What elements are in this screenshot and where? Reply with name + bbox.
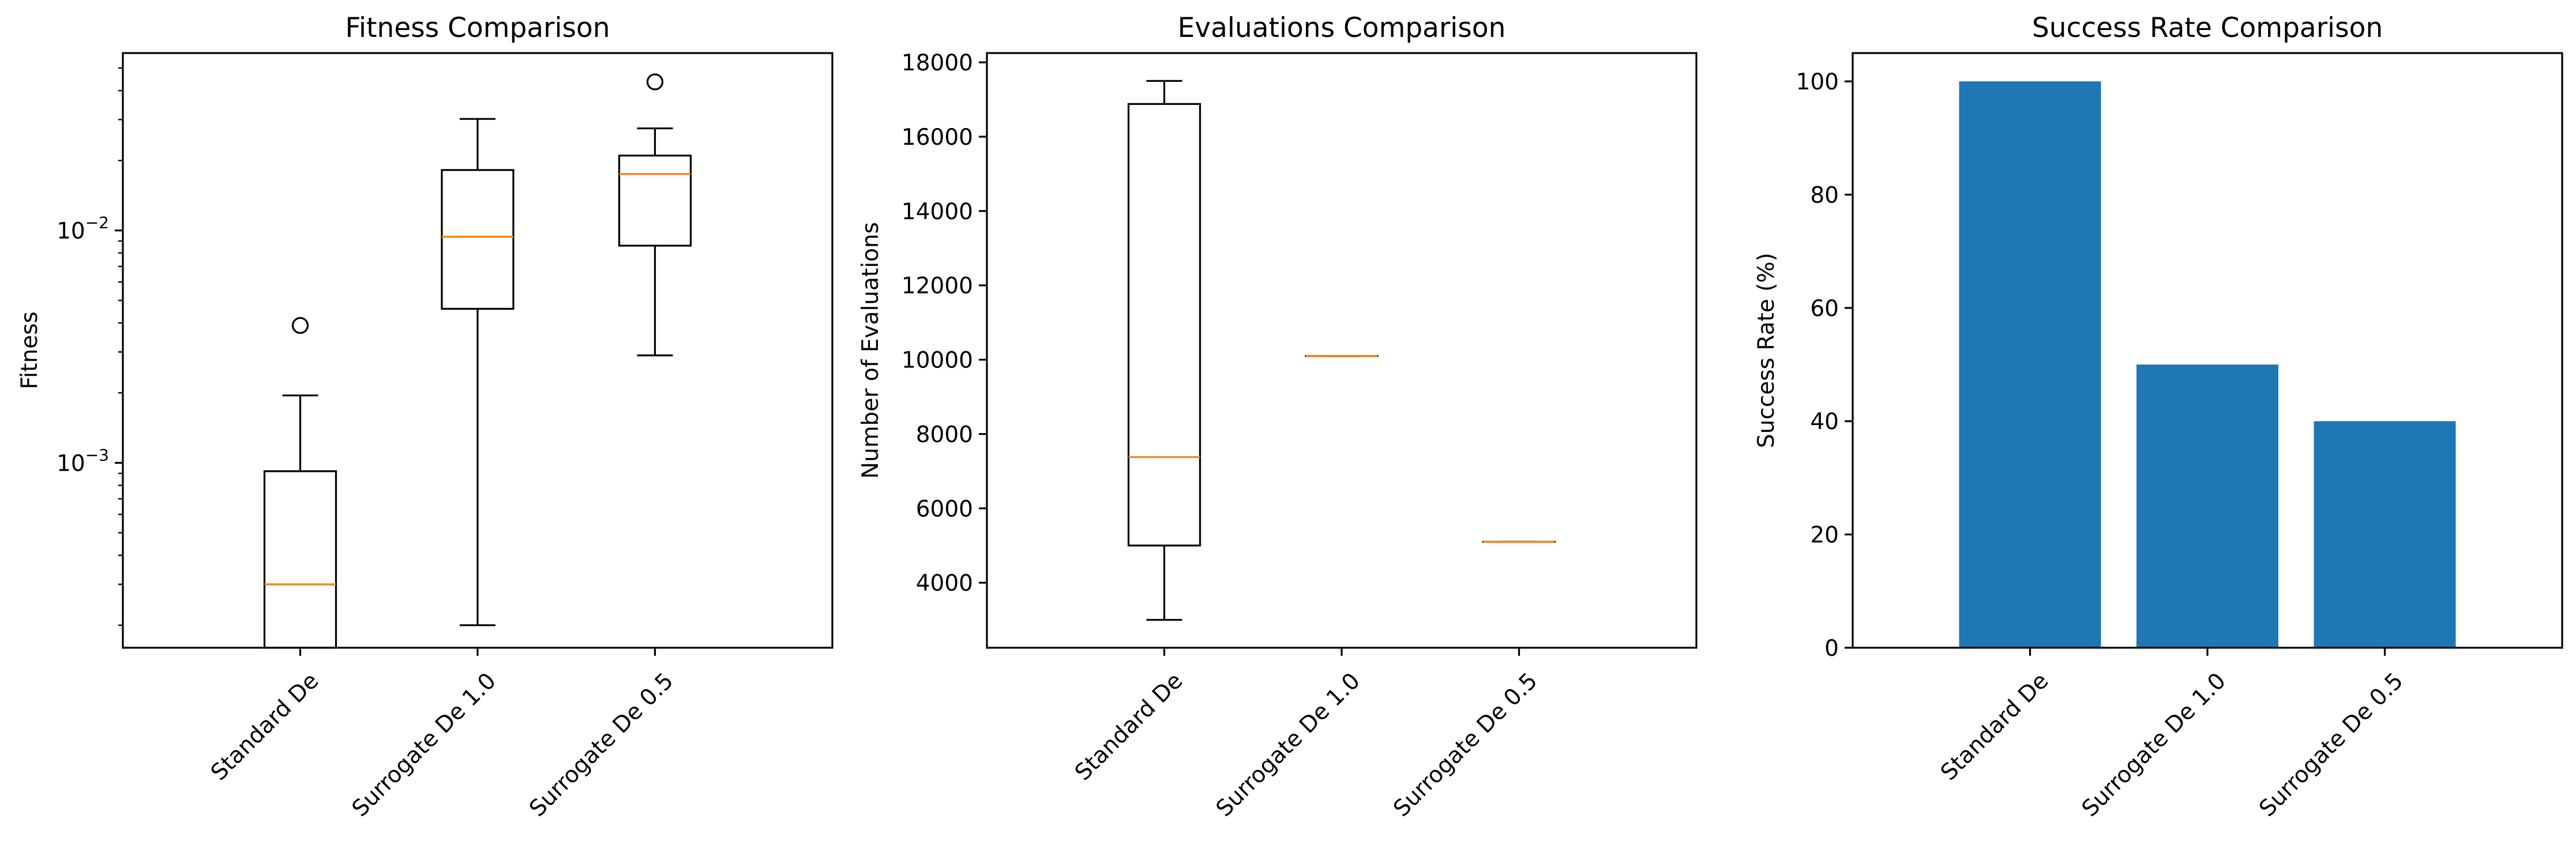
box-iqr (441, 169, 515, 310)
y-tick-label: 80 (1810, 182, 1839, 208)
y-tick-label: 40 (1810, 409, 1839, 435)
success-rate-bar-panel: 0 20 40 60 80 100 Success Rate Comparison Succe… (1753, 12, 2563, 822)
y-tick-label: 12000 (902, 273, 973, 299)
x-tick-label: Standard De (1070, 668, 1188, 786)
y-tick-label: 0 (1824, 636, 1839, 662)
y-tick-exponent: −2 (85, 213, 109, 232)
y-tick-label: 6000 (916, 496, 973, 522)
x-tick-label: Surrogate De 1.0 (347, 668, 501, 822)
chart-title: Success Rate Comparison (2032, 12, 2383, 44)
y-tick-label: 20 (1810, 523, 1839, 549)
y-tick-label: 100 (1796, 69, 1839, 95)
x-tick-label: Surrogate De 0.5 (2254, 668, 2408, 822)
box-iqr (1127, 103, 1201, 547)
plot-frame (122, 52, 833, 649)
y-tick-base: 10 (57, 219, 85, 245)
outlier-point (291, 317, 309, 334)
bar (2136, 365, 2278, 648)
y-tick-label: 60 (1810, 296, 1839, 322)
plot-frame (986, 52, 1698, 649)
box-iqr (263, 470, 337, 649)
x-tick-label: Surrogate De 1.0 (2077, 668, 2231, 822)
y-axis-label: Success Rate (%) (1753, 253, 1779, 448)
box-iqr (618, 155, 692, 247)
chart-title: Evaluations Comparison (1178, 12, 1506, 44)
y-tick-label: 14000 (902, 199, 973, 225)
plot-frame (1852, 52, 2563, 649)
x-tick-label: Surrogate De 1.0 (1211, 668, 1365, 822)
x-tick-label: Standard De (1936, 668, 2053, 786)
outlier-point (646, 73, 664, 91)
y-tick-label: 10000 (902, 348, 973, 374)
y-tick-label: 16000 (902, 125, 973, 151)
y-tick-label: 18000 (902, 50, 973, 76)
chart-title: Fitness Comparison (345, 12, 610, 44)
evaluations-box-panel: 4000 6000 8000 10000 12000 14000 16000 18000 Eva… (858, 12, 1698, 822)
y-tick-label: 10−2 (57, 213, 109, 245)
y-tick-label: 10−3 (57, 445, 109, 476)
y-tick-label: 4000 (916, 570, 973, 596)
bar (1959, 81, 2101, 648)
y-axis-label: Fitness (17, 311, 43, 389)
y-axis-label: Number of Evaluations (858, 222, 884, 479)
x-tick-label: Surrogate De 0.5 (524, 668, 678, 822)
x-tick-label: Standard De (206, 668, 324, 786)
y-tick-base: 10 (57, 450, 85, 476)
y-tick-label: 8000 (916, 422, 973, 448)
x-tick-label: Surrogate De 0.5 (1388, 668, 1542, 822)
y-tick-exponent: −3 (85, 445, 109, 464)
bar (2314, 421, 2456, 648)
